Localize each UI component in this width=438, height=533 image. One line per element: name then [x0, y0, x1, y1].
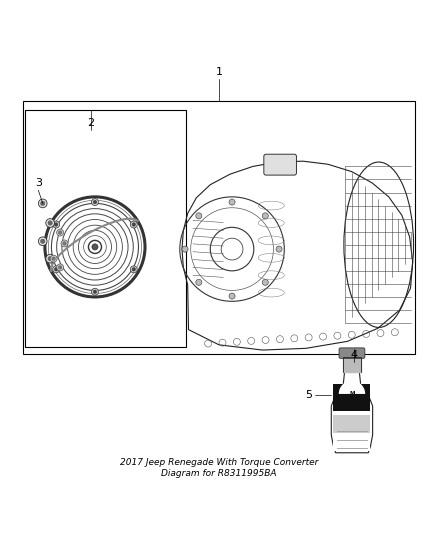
Circle shape [276, 246, 282, 252]
Circle shape [196, 279, 202, 285]
Circle shape [130, 266, 137, 273]
Circle shape [41, 201, 45, 206]
Circle shape [262, 213, 268, 219]
Circle shape [50, 255, 57, 262]
Circle shape [229, 199, 235, 205]
Circle shape [57, 229, 64, 236]
Circle shape [54, 223, 58, 226]
Bar [333, 435, 371, 450]
Circle shape [58, 231, 62, 235]
Circle shape [182, 246, 188, 252]
Bar [333, 415, 371, 433]
Circle shape [52, 257, 55, 261]
Circle shape [63, 241, 66, 245]
Wedge shape [339, 381, 365, 394]
Bar [23, 101, 415, 353]
Circle shape [262, 279, 268, 285]
Circle shape [229, 293, 235, 299]
Circle shape [61, 240, 68, 247]
Circle shape [93, 200, 97, 204]
Circle shape [132, 268, 135, 271]
Circle shape [58, 265, 62, 269]
Circle shape [41, 239, 45, 244]
Circle shape [54, 268, 58, 271]
Circle shape [57, 264, 64, 271]
Text: 3: 3 [35, 178, 42, 188]
Circle shape [46, 219, 54, 228]
Circle shape [53, 266, 60, 273]
Circle shape [39, 199, 47, 208]
Circle shape [196, 213, 202, 219]
Circle shape [93, 290, 97, 294]
Circle shape [46, 254, 54, 263]
Circle shape [130, 221, 137, 228]
FancyBboxPatch shape [339, 348, 365, 358]
Bar [333, 384, 371, 411]
Text: 4: 4 [350, 350, 357, 360]
Circle shape [92, 244, 98, 250]
Text: M: M [349, 391, 355, 395]
Circle shape [39, 237, 47, 246]
Circle shape [48, 221, 52, 225]
Circle shape [132, 223, 135, 226]
FancyBboxPatch shape [264, 154, 297, 175]
Bar [25, 110, 186, 347]
Text: 1: 1 [215, 67, 223, 77]
Circle shape [92, 288, 99, 295]
Text: 5: 5 [305, 390, 312, 400]
Text: 2017 Jeep Renegade With Torque Converter
Diagram for R8311995BA: 2017 Jeep Renegade With Torque Converter… [120, 458, 318, 478]
Circle shape [48, 256, 52, 261]
Text: 2: 2 [87, 118, 94, 128]
Circle shape [53, 221, 60, 228]
Circle shape [92, 199, 99, 206]
Polygon shape [331, 372, 373, 453]
